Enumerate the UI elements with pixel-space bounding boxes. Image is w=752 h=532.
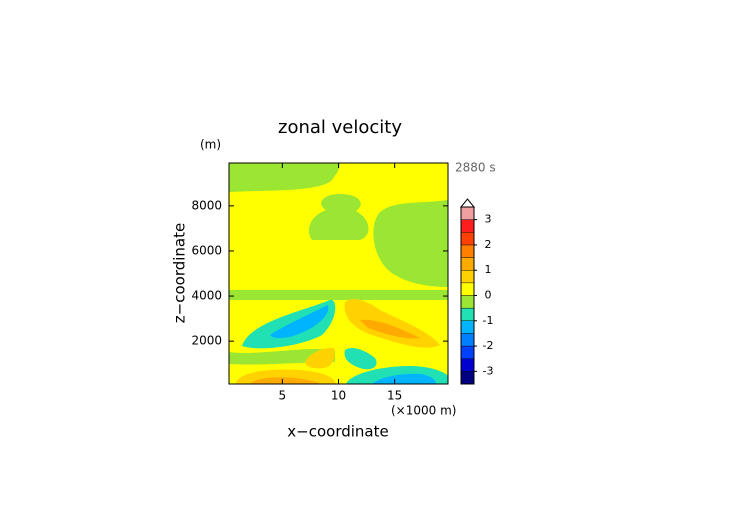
x-unit: (×1000 m) <box>391 404 456 418</box>
contour-region <box>344 299 440 348</box>
colorbar-band <box>460 345 475 359</box>
colorbar-band <box>460 358 475 372</box>
chart-title: zonal velocity <box>278 117 402 138</box>
y-tick-label: 8000 <box>191 198 222 212</box>
colorbar-band <box>460 270 475 284</box>
y-tick-label: 2000 <box>191 334 222 348</box>
x-tick-label: 10 <box>331 389 346 403</box>
contour-region <box>270 305 329 338</box>
colorbar-tick-label: 0 <box>485 289 492 302</box>
contour-region <box>308 194 369 240</box>
colorbar-band <box>460 295 475 309</box>
colorbar-band <box>460 232 475 246</box>
colorbar-band <box>460 320 475 334</box>
contour-region <box>372 373 436 384</box>
colorbar-band <box>460 333 475 347</box>
colorbar-overflow <box>459 198 476 208</box>
time-label: 2880 s <box>455 161 496 175</box>
colorbar-band <box>460 282 475 296</box>
contour-region <box>250 377 320 384</box>
colorbar-tick-label: 3 <box>485 213 492 226</box>
y-unit: (m) <box>200 138 221 152</box>
colorbar-tick-label: -1 <box>483 314 494 327</box>
colorbar-band <box>460 206 475 220</box>
colorbar-tick-label: -2 <box>483 339 494 352</box>
y-tick-label: 6000 <box>191 243 222 257</box>
colorbar-band <box>460 371 475 385</box>
contour-region <box>344 347 377 370</box>
contour-region <box>242 299 336 349</box>
colorbar-band <box>460 257 475 271</box>
contour-region <box>340 163 448 290</box>
colorbar-band <box>460 244 475 258</box>
contour-region <box>229 163 340 290</box>
x-tick-label: 15 <box>387 389 402 403</box>
colorbar-tick-label: 2 <box>485 238 492 251</box>
y-axis-label: z−coordinate <box>171 223 189 323</box>
x-tick-label: 5 <box>279 389 287 403</box>
colorbar-band <box>460 219 475 233</box>
colorbar-tick-label: 1 <box>485 263 492 276</box>
contour-region <box>360 319 420 339</box>
colorbar-tick-label: -3 <box>483 364 494 377</box>
colorbar-frame <box>460 206 475 385</box>
x-axis-label: x−coordinate <box>287 423 388 441</box>
contour-field <box>229 163 448 384</box>
colorbar-band <box>460 307 475 321</box>
y-tick-label: 4000 <box>191 289 222 303</box>
contour-region <box>305 347 335 369</box>
